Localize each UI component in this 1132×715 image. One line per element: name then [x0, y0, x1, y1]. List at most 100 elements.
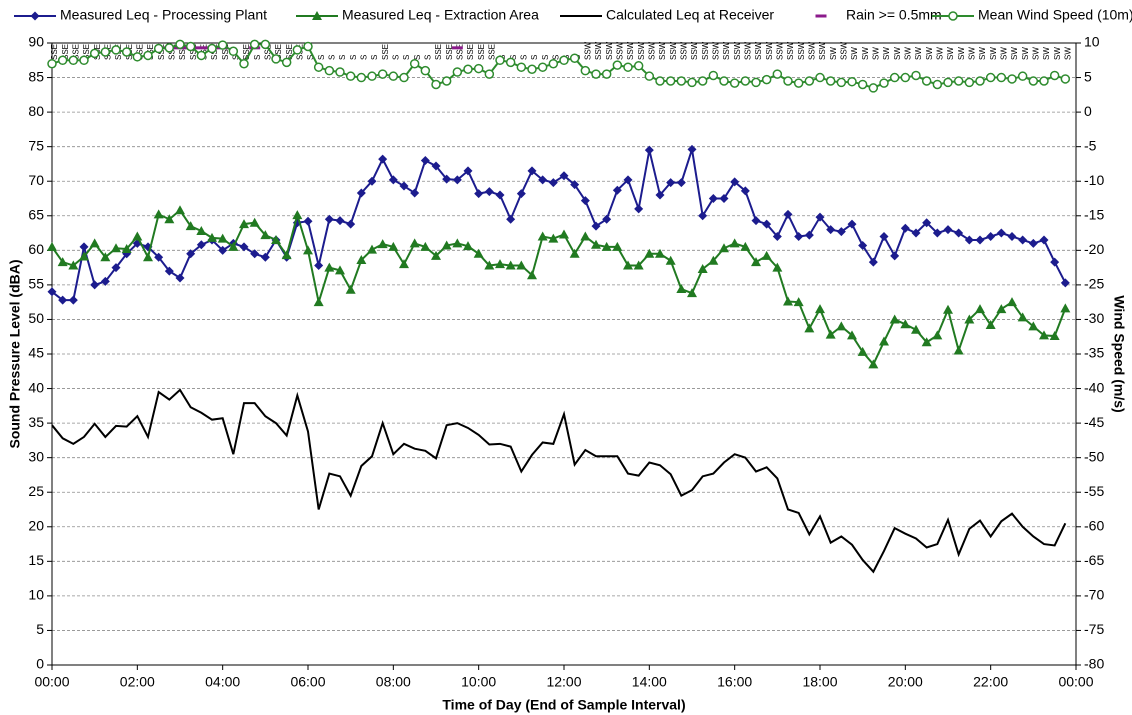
data-point	[164, 214, 175, 224]
data-point	[506, 214, 516, 224]
data-point	[964, 314, 975, 324]
data-point	[729, 238, 740, 248]
data-point	[431, 79, 441, 90]
data-point	[441, 240, 452, 250]
data-point	[1060, 74, 1071, 84]
data-point	[922, 218, 932, 228]
data-point	[1049, 70, 1060, 81]
data-point	[921, 76, 932, 86]
data-point	[644, 71, 655, 81]
data-point	[196, 50, 207, 61]
wind-direction-label: SSW	[786, 41, 795, 60]
data-point	[356, 188, 366, 198]
data-point	[911, 228, 921, 238]
data-point	[442, 174, 452, 184]
legend-marker	[312, 11, 322, 20]
data-point	[1028, 76, 1039, 86]
data-point	[249, 39, 260, 50]
data-point	[943, 304, 953, 314]
data-point	[751, 77, 761, 88]
data-point	[484, 260, 495, 270]
plot-frame	[51, 42, 1077, 666]
data-point	[825, 76, 836, 86]
x-tick-label: 16:00	[717, 674, 752, 690]
data-point	[825, 329, 836, 339]
y2-tick-label: -30	[1084, 310, 1104, 326]
data-point	[346, 219, 356, 229]
data-point	[655, 248, 665, 258]
wind-direction-label: SSE	[242, 44, 251, 60]
data-point	[815, 304, 825, 314]
wind-direction-label: S	[338, 55, 347, 60]
y-tick-label: 70	[28, 172, 44, 188]
data-point	[591, 69, 601, 79]
data-point	[900, 72, 911, 83]
data-point	[911, 324, 921, 334]
data-point	[794, 232, 804, 242]
data-point	[452, 67, 463, 77]
x-axis-title: Time of Day (End of Sample Interval)	[442, 697, 685, 713]
y-tick-label: 25	[28, 483, 44, 499]
data-point	[367, 71, 377, 81]
wind-direction-label: SW	[882, 47, 891, 60]
data-point	[495, 190, 505, 200]
wind-direction-label: SSW	[637, 41, 646, 60]
data-point	[879, 78, 889, 88]
wind-direction-label: S	[541, 55, 550, 60]
data-point	[356, 255, 367, 265]
data-point	[847, 76, 857, 87]
data-point	[495, 55, 505, 66]
wind-direction-label: SSW	[658, 41, 667, 60]
data-point	[762, 219, 772, 229]
data-point	[239, 58, 249, 69]
data-point	[420, 155, 430, 165]
data-point	[793, 297, 804, 307]
data-point	[47, 241, 57, 251]
data-point	[196, 225, 207, 235]
y2-axis-title: Wind Speed (m/s)	[1111, 295, 1127, 412]
data-point	[431, 161, 441, 171]
legend-marker	[948, 11, 958, 21]
data-point	[975, 76, 985, 86]
data-point	[399, 72, 409, 83]
data-point	[676, 76, 687, 86]
wind-direction-label: SSE	[189, 44, 198, 60]
data-point	[260, 252, 270, 262]
wind-direction-label: SSE	[221, 44, 230, 60]
y-tick-label: 55	[28, 276, 44, 292]
wind-direction-label: SW	[999, 47, 1008, 60]
data-point	[591, 221, 601, 231]
data-point	[100, 47, 111, 57]
data-point	[932, 330, 943, 340]
data-point	[634, 204, 644, 214]
data-point	[378, 154, 388, 164]
wind-direction-label: SW	[1042, 47, 1051, 60]
data-point	[186, 249, 196, 259]
wind-direction-label: SSW	[797, 41, 806, 60]
data-point	[143, 252, 153, 262]
data-point	[932, 79, 943, 90]
wind-direction-label: SW	[1053, 47, 1062, 60]
x-tick-label: 00:00	[1058, 674, 1093, 690]
wind-direction-label: SSW	[690, 41, 699, 60]
data-point	[857, 346, 868, 356]
data-point	[783, 76, 793, 86]
data-point	[303, 41, 313, 52]
data-point	[260, 230, 271, 240]
data-point	[570, 180, 580, 190]
legend-label: Rain >= 0.5mm	[846, 7, 942, 23]
y2-tick-label: -35	[1084, 345, 1104, 361]
data-point	[836, 77, 847, 88]
data-point	[217, 40, 228, 50]
data-point	[932, 228, 942, 238]
data-point	[57, 257, 68, 267]
data-point	[505, 260, 516, 270]
data-point	[826, 225, 836, 235]
data-point	[879, 232, 889, 242]
wind-direction-label: S	[402, 55, 411, 60]
wind-direction-label: SW	[914, 47, 923, 60]
data-point	[889, 72, 900, 83]
y2-tick-label: -70	[1084, 587, 1104, 603]
data-point	[1028, 321, 1039, 331]
